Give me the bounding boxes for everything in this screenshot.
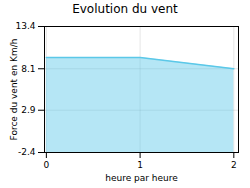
- svg-text:1: 1: [137, 160, 143, 170]
- svg-text:0: 0: [44, 160, 50, 170]
- svg-text:Force du vent en Km/h: Force du vent en Km/h: [9, 39, 19, 141]
- svg-text:heure par heure: heure par heure: [105, 173, 178, 183]
- svg-text:2.9: 2.9: [21, 105, 36, 115]
- svg-text:-2.4: -2.4: [18, 147, 36, 157]
- svg-text:2: 2: [231, 160, 237, 170]
- html-text:Evolution du vent: Evolution du vent: [72, 2, 178, 16]
- svg-text:13.4: 13.4: [15, 21, 35, 31]
- svg-text:8.1: 8.1: [21, 64, 35, 74]
